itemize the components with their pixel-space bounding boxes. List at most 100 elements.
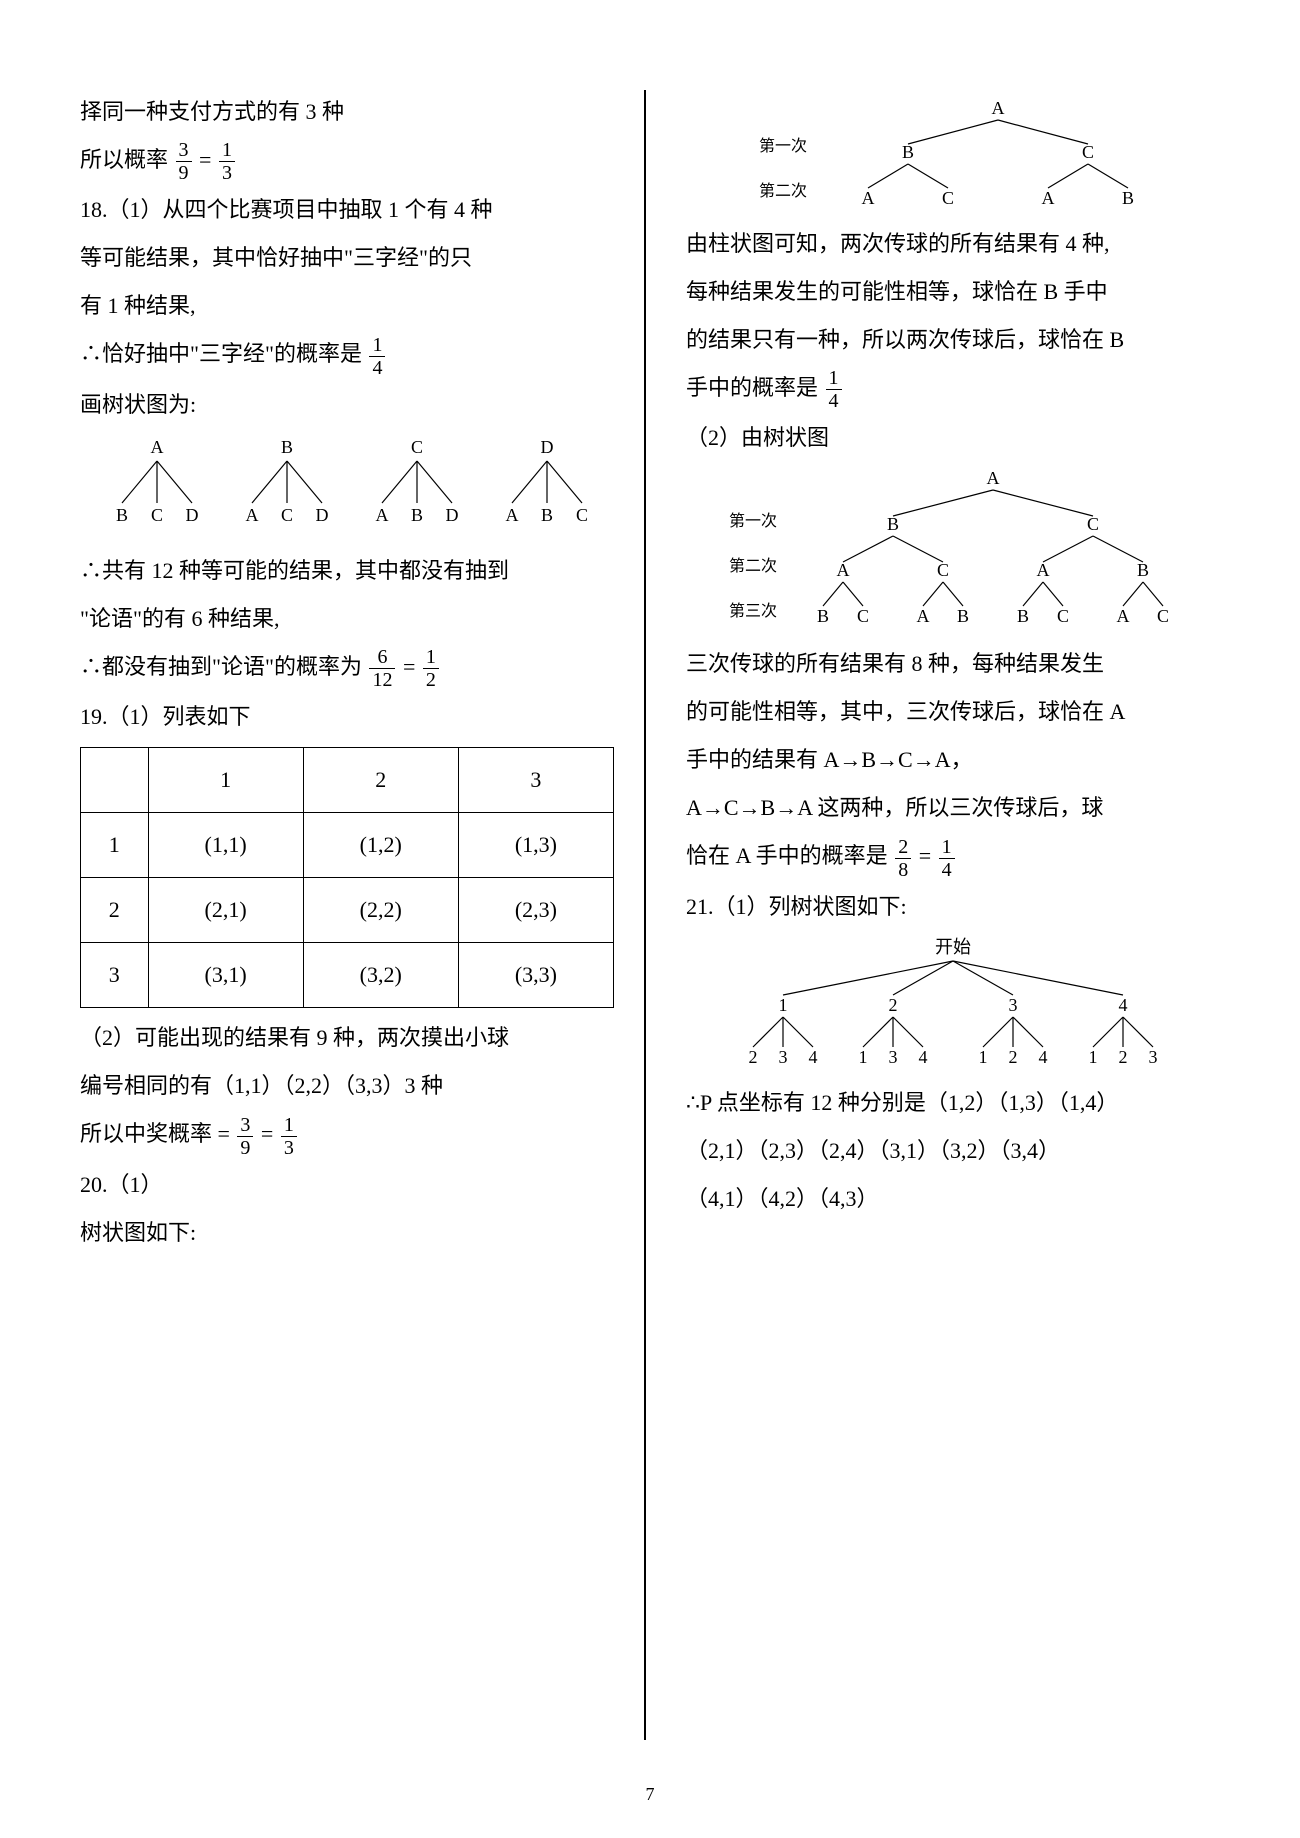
table-cell: 2: [303, 748, 458, 813]
svg-text:B: B: [541, 505, 553, 525]
text-line: （2）可能出现的结果有 9 种，两次摸出小球: [80, 1016, 614, 1060]
svg-text:C: C: [1082, 142, 1094, 162]
svg-text:第三次: 第三次: [729, 602, 777, 620]
fraction: 14: [826, 367, 842, 412]
text-line: "论语"的有 6 种结果,: [80, 597, 614, 641]
text-fragment: ∴恰好抽中"三字经"的概率是: [80, 341, 362, 366]
svg-text:A: A: [376, 505, 389, 525]
fraction: 14: [939, 836, 955, 881]
text-line: （4,1）（4,2）（4,3）: [686, 1177, 1220, 1221]
svg-text:4: 4: [1039, 1047, 1048, 1067]
svg-text:A: A: [1037, 560, 1050, 580]
svg-text:3: 3: [1149, 1047, 1158, 1067]
svg-text:B: B: [1137, 560, 1149, 580]
svg-text:A: A: [987, 468, 1000, 488]
svg-text:B: B: [411, 505, 423, 525]
left-column: 择同一种支付方式的有 3 种 所以概率 39 = 13 18.（1）从四个比赛项…: [80, 90, 634, 1740]
text-fragment: ∴都没有抽到"论语"的概率为: [80, 654, 362, 679]
table-cell: (3,3): [458, 943, 613, 1008]
fraction: 39: [176, 139, 192, 184]
svg-text:A: A: [151, 437, 164, 457]
svg-text:A: A: [1117, 606, 1130, 626]
tree-diagram-3: 第一次 第二次 第三次 A BC AC AB BC AB BC: [713, 466, 1193, 636]
svg-text:A: A: [506, 505, 519, 525]
svg-text:C: C: [937, 560, 949, 580]
text-line: ∴P 点坐标有 12 种分别是（1,2）（1,3）（1,4）: [686, 1081, 1220, 1125]
svg-text:D: D: [186, 505, 199, 525]
text-fragment: 恰在 A 手中的概率是: [686, 843, 888, 868]
table-cell: (3,2): [303, 943, 458, 1008]
table-cell: 3: [458, 748, 613, 813]
svg-text:C: C: [942, 188, 954, 208]
svg-text:B: B: [887, 514, 899, 534]
text-line: 三次传球的所有结果有 8 种，每种结果发生: [686, 642, 1220, 686]
tree-diagram-2: 第一次 第二次 A BC AC AB: [738, 96, 1168, 216]
table-cell: 1: [148, 748, 303, 813]
svg-text:1: 1: [859, 1047, 868, 1067]
svg-text:C: C: [1057, 606, 1069, 626]
text-line: （2,1）（2,3）（2,4）（3,1）（3,2）（3,4）: [686, 1129, 1220, 1173]
svg-text:A: A: [862, 188, 875, 208]
svg-text:C: C: [411, 437, 423, 457]
text-line: A→C→B→A 这两种，所以三次传球后，球: [686, 786, 1220, 830]
table-cell: (2,1): [148, 878, 303, 943]
svg-text:2: 2: [1009, 1047, 1018, 1067]
text-line: 手中的结果有 A→B→C→A，: [686, 738, 1220, 782]
svg-text:C: C: [1087, 514, 1099, 534]
row-label: 第一次: [759, 137, 807, 155]
text-line: ∴恰好抽中"三字经"的概率是 14: [80, 332, 614, 378]
text-line: ∴共有 12 种等可能的结果，其中都没有抽到: [80, 549, 614, 593]
svg-text:D: D: [316, 505, 329, 525]
svg-text:D: D: [446, 505, 459, 525]
svg-text:C: C: [151, 505, 163, 525]
svg-text:2: 2: [1119, 1047, 1128, 1067]
text-line: 等可能结果，其中恰好抽中"三字经"的只: [80, 236, 614, 280]
tree-diagram-1: A B C D B A C D C A B D D: [97, 433, 597, 543]
svg-text:C: C: [281, 505, 293, 525]
svg-text:1: 1: [1089, 1047, 1098, 1067]
text-fragment: 所以概率: [80, 147, 168, 172]
text-line: 所以概率 39 = 13: [80, 138, 614, 184]
text-fragment: 手中的概率是: [686, 375, 818, 400]
svg-text:C: C: [857, 606, 869, 626]
text-line: 19.（1）列表如下: [80, 695, 614, 739]
svg-text:开始: 开始: [935, 937, 971, 957]
svg-text:2: 2: [889, 995, 898, 1015]
svg-text:4: 4: [809, 1047, 818, 1067]
text-line: 恰在 A 手中的概率是 28 = 14: [686, 834, 1220, 880]
text-line: 手中的概率是 14: [686, 366, 1220, 412]
svg-text:4: 4: [919, 1047, 928, 1067]
svg-text:3: 3: [889, 1047, 898, 1067]
table-cell: (2,2): [303, 878, 458, 943]
text-line: 18.（1）从四个比赛项目中抽取 1 个有 4 种: [80, 188, 614, 232]
svg-text:B: B: [1017, 606, 1029, 626]
text-line: 20.（1）: [80, 1163, 614, 1207]
table-cell: (1,1): [148, 813, 303, 878]
table-cell: (3,1): [148, 943, 303, 1008]
svg-text:A: A: [917, 606, 930, 626]
svg-text:B: B: [281, 437, 293, 457]
svg-text:D: D: [541, 437, 554, 457]
svg-text:第二次: 第二次: [729, 557, 777, 575]
svg-text:C: C: [1157, 606, 1169, 626]
fraction: 13: [219, 139, 235, 184]
table-cell: 2: [81, 878, 149, 943]
svg-text:3: 3: [1009, 995, 1018, 1015]
table-cell: (2,3): [458, 878, 613, 943]
text-line: 21.（1）列树状图如下:: [686, 885, 1220, 929]
svg-text:1: 1: [979, 1047, 988, 1067]
page-number: 7: [646, 1776, 655, 1812]
text-line: ∴都没有抽到"论语"的概率为 612 = 12: [80, 645, 614, 691]
probability-table: 1 2 3 1 (1,1) (1,2) (1,3) 2 (2,1) (2,2) …: [80, 747, 614, 1008]
equals: =: [199, 147, 217, 172]
svg-text:B: B: [1122, 188, 1134, 208]
column-divider: [644, 90, 646, 1740]
two-column-layout: 择同一种支付方式的有 3 种 所以概率 39 = 13 18.（1）从四个比赛项…: [80, 90, 1220, 1740]
svg-text:A: A: [246, 505, 259, 525]
row-label: 第二次: [759, 182, 807, 200]
equals: =: [919, 843, 937, 868]
svg-text:2: 2: [749, 1047, 758, 1067]
svg-text:3: 3: [779, 1047, 788, 1067]
fraction: 28: [895, 836, 911, 881]
text-line: 的可能性相等，其中，三次传球后，球恰在 A: [686, 690, 1220, 734]
